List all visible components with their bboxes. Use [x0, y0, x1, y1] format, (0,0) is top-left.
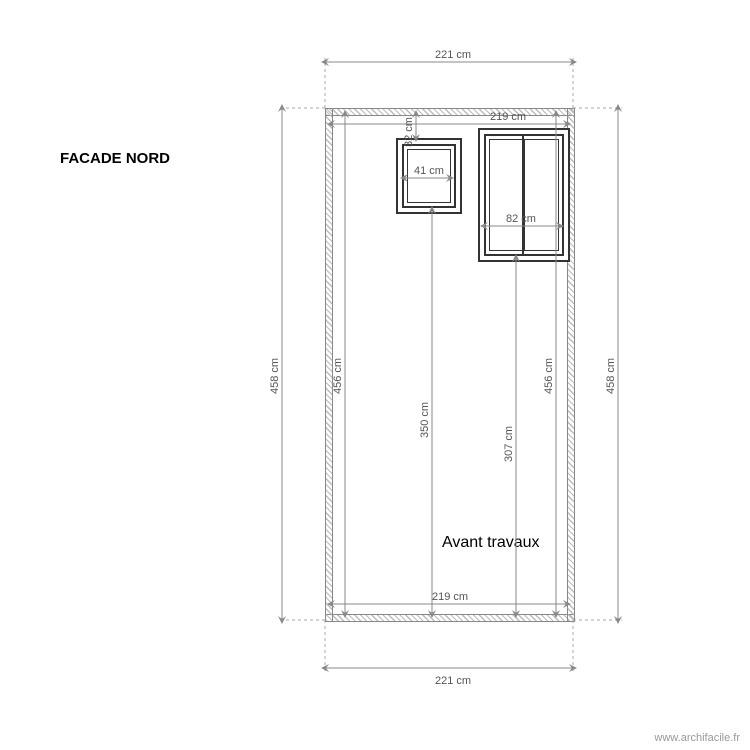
dim-32: 32 cm — [403, 117, 415, 147]
dim-right-inner: 456 cm — [543, 358, 555, 394]
dim-307: 307 cm — [503, 426, 515, 462]
dim-right-outer: 458 cm — [605, 358, 617, 394]
drawing-canvas: FACADE NORD www.archifacile.fr Avant tra… — [0, 0, 750, 750]
dim-bottom-inner: 219 cm — [432, 591, 468, 603]
dimension-overlay: 221 cm 219 cm 219 cm 221 cm 458 cm 456 c… — [0, 0, 750, 750]
dim-left-outer: 458 cm — [269, 358, 281, 394]
dim-top-inner: 219 cm — [490, 111, 526, 123]
dim-41: 41 cm — [414, 165, 444, 177]
dim-350: 350 cm — [419, 402, 431, 438]
dim-82: 82 cm — [506, 213, 536, 225]
dim-top-outer: 221 cm — [435, 49, 471, 61]
dim-left-inner: 456 cm — [332, 358, 344, 394]
dim-bottom-outer: 221 cm — [435, 675, 471, 687]
